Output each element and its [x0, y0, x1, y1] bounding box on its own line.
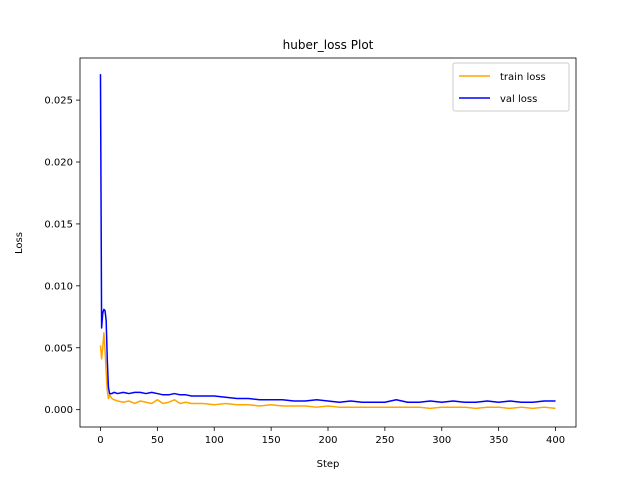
legend: train loss val loss	[452, 62, 570, 112]
x-axis-label: Step	[317, 459, 340, 470]
x-tick-label: 300	[432, 435, 451, 446]
x-tick-label: 100	[205, 435, 224, 446]
y-axis: 0.000 0.005 0.010 0.015 0.020 0.025	[44, 96, 80, 416]
legend-label-train-loss: train loss	[500, 72, 546, 83]
x-tick-label: 350	[489, 435, 508, 446]
y-tick-label: 0.015	[44, 219, 73, 230]
y-tick-label: 0.020	[44, 158, 73, 169]
chart-title: huber_loss Plot	[283, 38, 374, 52]
y-axis-label: Loss	[14, 232, 25, 254]
x-tick-label: 150	[262, 435, 281, 446]
y-tick-label: 0.005	[44, 343, 73, 354]
y-tick-label: 0.025	[44, 96, 73, 107]
series-line-train-loss	[99, 332, 556, 410]
x-tick-label: 0	[97, 435, 103, 446]
y-tick-label: 0.000	[44, 405, 73, 416]
legend-box	[452, 62, 570, 112]
x-axis: 0 50 100 150 200 250 300 350 400	[97, 427, 565, 446]
series-layer	[99, 74, 556, 410]
series-line-val-loss	[99, 74, 556, 403]
x-tick-label: 200	[318, 435, 337, 446]
x-tick-label: 400	[546, 435, 565, 446]
y-tick-label: 0.010	[44, 281, 73, 292]
legend-label-val-loss: val loss	[500, 94, 537, 105]
x-tick-label: 50	[151, 435, 164, 446]
x-tick-label: 250	[375, 435, 394, 446]
